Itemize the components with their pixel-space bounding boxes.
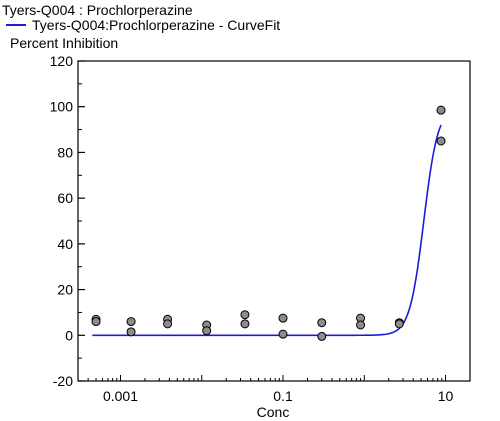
y-tick-label: 80 (57, 144, 73, 160)
plot-frame (77, 60, 471, 382)
y-tick-label: 100 (50, 99, 74, 115)
data-point (126, 327, 136, 337)
y-tick-label: -20 (53, 373, 73, 389)
data-point (436, 105, 446, 115)
data-point (436, 136, 446, 146)
data-point (240, 310, 250, 320)
y-tick-label: 40 (57, 236, 73, 252)
fit-curve (92, 124, 442, 337)
data-point (163, 319, 173, 329)
x-tick-label: 0.001 (103, 388, 138, 404)
data-point (278, 313, 288, 323)
x-tick-label: 10 (438, 388, 454, 404)
y-tick-label: 20 (57, 282, 73, 298)
y-tick-label: 120 (50, 53, 74, 69)
legend-line-swatch (6, 24, 26, 27)
y-tick-label: 0 (65, 327, 73, 343)
data-point (126, 317, 136, 327)
data-point (356, 320, 366, 330)
legend: Tyers-Q004:Prochlorperazine - CurveFit (6, 17, 280, 33)
data-point (278, 329, 288, 339)
x-tick-label: 0.1 (273, 388, 293, 404)
data-point (91, 317, 101, 327)
chart-title: Tyers-Q004 : Prochlorperazine (2, 2, 193, 18)
data-point (317, 331, 327, 341)
legend-label: Tyers-Q004:Prochlorperazine - CurveFit (32, 17, 281, 33)
data-point (394, 319, 404, 329)
data-point (240, 319, 250, 329)
data-point (317, 318, 327, 328)
x-axis-label: Conc (257, 404, 290, 420)
data-point (202, 326, 212, 336)
y-tick-label: 60 (57, 190, 73, 206)
y-axis-label: Percent Inhibition (10, 35, 119, 51)
